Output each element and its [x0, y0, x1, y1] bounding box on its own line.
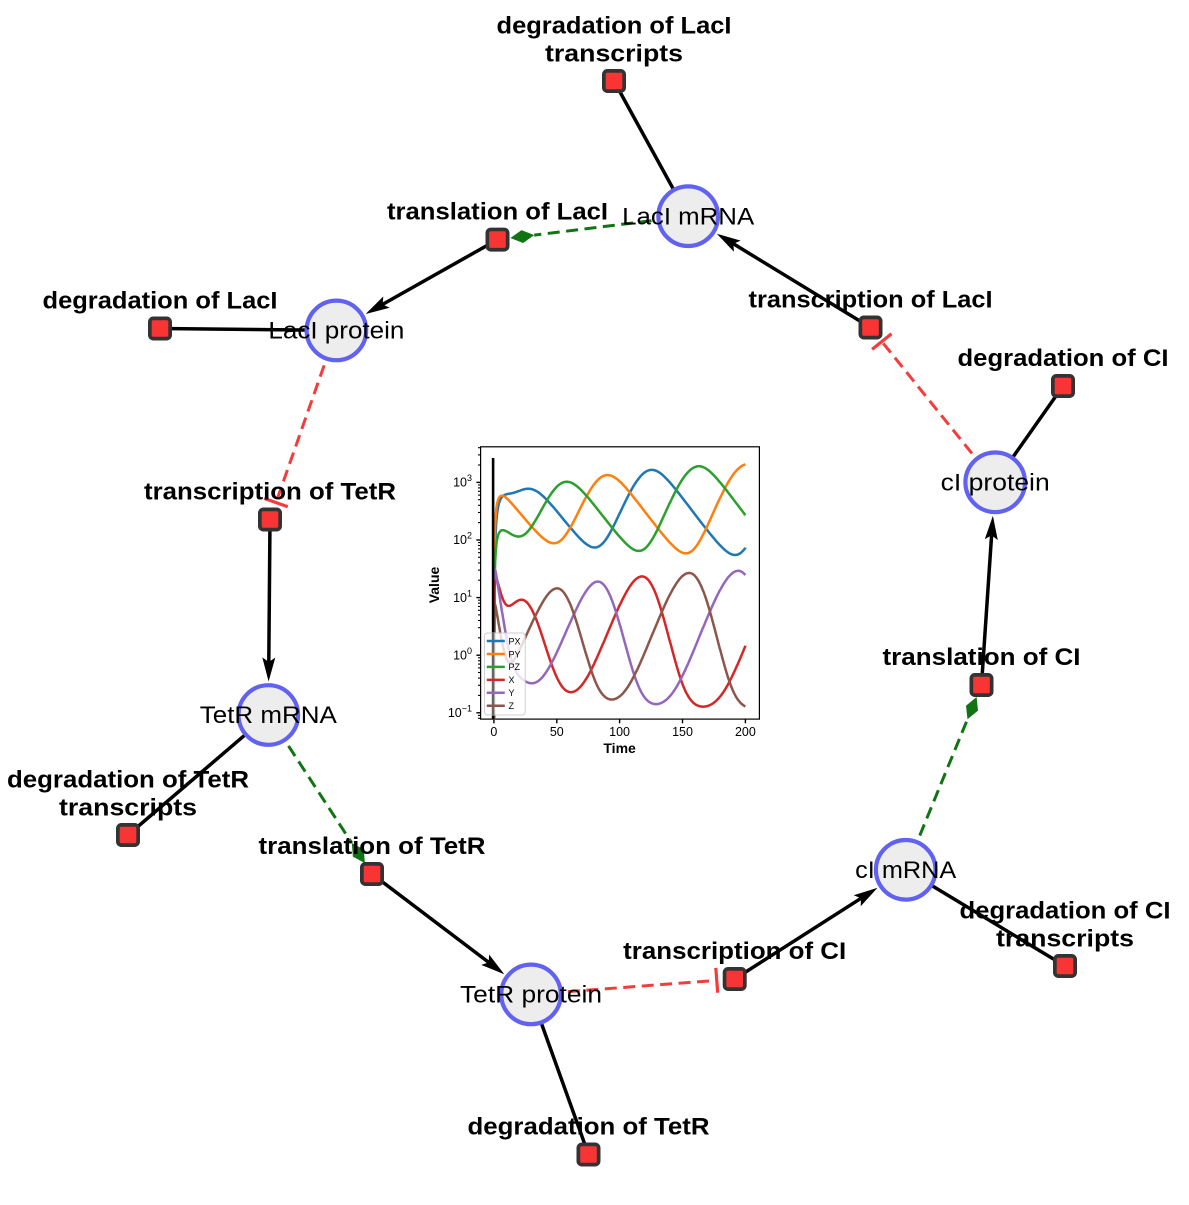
svg-text:Value: Value — [426, 567, 442, 604]
svg-text:PX: PX — [509, 636, 521, 646]
svg-text:transcription of LacI: transcription of LacI — [749, 287, 993, 314]
svg-text:cI protein: cI protein — [941, 470, 1050, 497]
svg-text:degradation of CI: degradation of CI — [960, 898, 1171, 925]
svg-text:200: 200 — [735, 725, 756, 739]
svg-text:0: 0 — [490, 725, 497, 739]
svg-text:100: 100 — [609, 725, 630, 739]
svg-text:X: X — [509, 675, 515, 685]
svg-text:transcription of TetR: transcription of TetR — [144, 479, 396, 506]
svg-text:translation of TetR: translation of TetR — [259, 833, 486, 860]
svg-text:degradation of TetR: degradation of TetR — [7, 767, 249, 794]
svg-text:Time: Time — [603, 740, 636, 756]
svg-text:PY: PY — [509, 649, 521, 659]
svg-text:PZ: PZ — [509, 662, 521, 672]
svg-text:degradation of LacI: degradation of LacI — [43, 288, 278, 315]
svg-text:LacI mRNA: LacI mRNA — [622, 203, 754, 230]
svg-text:cI mRNA: cI mRNA — [855, 857, 956, 884]
svg-text:transcripts: transcripts — [996, 926, 1134, 953]
svg-text:degradation of LacI: degradation of LacI — [497, 13, 732, 40]
svg-text:TetR protein: TetR protein — [460, 982, 602, 1009]
svg-text:LacI protein: LacI protein — [268, 318, 404, 345]
svg-text:transcripts: transcripts — [545, 41, 683, 68]
svg-text:translation of LacI: translation of LacI — [387, 199, 608, 226]
svg-text:50: 50 — [550, 725, 564, 739]
svg-text:degradation of TetR: degradation of TetR — [468, 1114, 710, 1141]
svg-text:transcription of CI: transcription of CI — [623, 938, 846, 965]
svg-text:150: 150 — [672, 725, 693, 739]
svg-text:transcripts: transcripts — [59, 795, 197, 822]
svg-text:TetR mRNA: TetR mRNA — [200, 702, 337, 729]
svg-text:Y: Y — [509, 688, 515, 698]
svg-text:Z: Z — [509, 701, 515, 711]
svg-text:degradation of CI: degradation of CI — [958, 345, 1169, 372]
svg-text:translation of CI: translation of CI — [883, 644, 1081, 671]
